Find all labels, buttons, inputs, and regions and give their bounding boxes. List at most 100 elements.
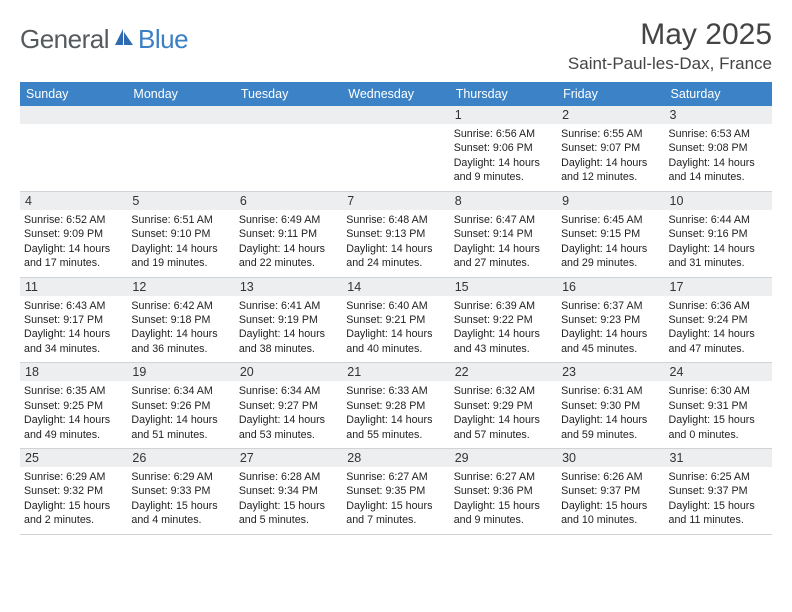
day-number: 31 — [665, 449, 772, 467]
sunset-line: Sunset: 9:27 PM — [239, 399, 338, 413]
sunrise-line: Sunrise: 6:37 AM — [561, 299, 660, 313]
day-number — [342, 106, 449, 124]
day-number: 2 — [557, 106, 664, 124]
sunrise-line: Sunrise: 6:45 AM — [561, 213, 660, 227]
sunset-line: Sunset: 9:29 PM — [454, 399, 553, 413]
calendar-cell: 14Sunrise: 6:40 AMSunset: 9:21 PMDayligh… — [342, 278, 449, 364]
calendar-body: 1 Sunrise: 6:56 AMSunset: 9:06 PM Daylight… — [20, 106, 772, 535]
sunset-line: Sunset: 9:30 PM — [561, 399, 660, 413]
calendar-cell: 15 Sunrise: 6:39 AMSunset: 9:22 PMDayligh… — [450, 278, 557, 364]
sunset-line: Sunset: 9:06 PM — [454, 141, 553, 155]
calendar-cell: 18 Sunrise: 6:35 AMSunset: 9:25 PMDayligh… — [20, 363, 127, 449]
day-info: Sunrise: 6:48 AMSunset: 9:13 PMDaylight:… — [346, 213, 445, 271]
day-info: Sunrise: 6:27 AMSunset: 9:35 PMDaylight:… — [346, 470, 445, 528]
sunrise-line: Sunrise: 6:48 AM — [346, 213, 445, 227]
day-number: 18 — [20, 363, 127, 381]
sunrise-line: Sunrise: 6:29 AM — [131, 470, 230, 484]
day-number: 9 — [557, 192, 664, 210]
day-info: Sunrise: 6:39 AMSunset: 9:22 PMDaylight:… — [454, 299, 553, 357]
day-info: Sunrise: 6:26 AMSunset: 9:37 PMDaylight:… — [561, 470, 660, 528]
daylight-line: Daylight: 14 hours and 59 minutes. — [561, 413, 660, 442]
day-info: Sunrise: 6:53 AMSunset: 9:08 PMDaylight:… — [669, 127, 768, 185]
calendar-cell: 20Sunrise: 6:34 AMSunset: 9:27 PMDayligh… — [235, 363, 342, 449]
day-number: 3 — [665, 106, 772, 124]
sunset-line: Sunset: 9:15 PM — [561, 227, 660, 241]
sunrise-line: Sunrise: 6:51 AM — [131, 213, 230, 227]
day-number: 17 — [665, 278, 772, 296]
sunrise-line: Sunrise: 6:56 AM — [454, 127, 553, 141]
sunrise-line: Sunrise: 6:33 AM — [346, 384, 445, 398]
daylight-line: Daylight: 14 hours and 51 minutes. — [131, 413, 230, 442]
day-number: 16 — [557, 278, 664, 296]
sail-icon — [113, 27, 135, 52]
day-number: 10 — [665, 192, 772, 210]
calendar-cell: 1Sunrise: 6:56 AMSunset: 9:06 PMDaylight… — [450, 106, 557, 192]
sunset-line: Sunset: 9:36 PM — [454, 484, 553, 498]
page-header: General Blue May 2025 Saint-Paul-les-Dax… — [20, 18, 772, 74]
sunset-line: Sunset: 9:26 PM — [131, 399, 230, 413]
day-number: 13 — [235, 278, 342, 296]
daylight-line: Daylight: 15 hours and 9 minutes. — [454, 499, 553, 528]
sunset-line: Sunset: 9:31 PM — [669, 399, 768, 413]
calendar-cell: 2Sunrise: 6:55 AMSunset: 9:07 PMDaylight… — [557, 106, 664, 192]
day-info: Sunrise: 6:25 AMSunset: 9:37 PMDaylight:… — [669, 470, 768, 528]
daylight-line: Daylight: 14 hours and 17 minutes. — [24, 242, 123, 271]
daylight-line: Daylight: 14 hours and 14 minutes. — [669, 156, 768, 185]
day-number: 15 — [450, 278, 557, 296]
day-number: 1 — [450, 106, 557, 124]
day-info: Sunrise: 6:49 AMSunset: 9:11 PMDaylight:… — [239, 213, 338, 271]
sunset-line: Sunset: 9:25 PM — [24, 399, 123, 413]
sunrise-line: Sunrise: 6:47 AM — [454, 213, 553, 227]
sunset-line: Sunset: 9:08 PM — [669, 141, 768, 155]
sunrise-line: Sunrise: 6:35 AM — [24, 384, 123, 398]
calendar-cell: 6Sunrise: 6:49 AMSunset: 9:11 PMDaylight… — [235, 192, 342, 278]
sunset-line: Sunset: 9:35 PM — [346, 484, 445, 498]
title-block: May 2025 Saint-Paul-les-Dax, France — [568, 18, 772, 74]
sunrise-line: Sunrise: 6:29 AM — [24, 470, 123, 484]
calendar-cell: 21Sunrise: 6:33 AMSunset: 9:28 PMDayligh… — [342, 363, 449, 449]
day-number: 24 — [665, 363, 772, 381]
daylight-line: Daylight: 15 hours and 4 minutes. — [131, 499, 230, 528]
calendar-week: 18Sunrise: 6:35 AMSunset: 9:25 PMDayligh… — [20, 363, 772, 449]
sunset-line: Sunset: 9:22 PM — [454, 313, 553, 327]
weekday-col: Sunday — [20, 82, 127, 106]
weekday-col: Saturday — [665, 82, 772, 106]
sunrise-line: Sunrise: 6:43 AM — [24, 299, 123, 313]
sunset-line: Sunset: 9:14 PM — [454, 227, 553, 241]
day-info: Sunrise: 6:34 AMSunset: 9:26 PMDaylight:… — [131, 384, 230, 442]
day-info: Sunrise: 6:51 AMSunset: 9:10 PMDaylight:… — [131, 213, 230, 271]
sunset-line: Sunset: 9:18 PM — [131, 313, 230, 327]
daylight-line: Daylight: 14 hours and 34 minutes. — [24, 327, 123, 356]
calendar-cell: 25Sunrise: 6:29 AMSunset: 9:32 PMDayligh… — [20, 449, 127, 535]
day-number — [235, 106, 342, 124]
calendar-page: General Blue May 2025 Saint-Paul-les-Dax… — [0, 0, 792, 545]
day-info: Sunrise: 6:52 AMSunset: 9:09 PMDaylight:… — [24, 213, 123, 271]
sunset-line: Sunset: 9:33 PM — [131, 484, 230, 498]
daylight-line: Daylight: 14 hours and 36 minutes. — [131, 327, 230, 356]
calendar-cell: 19Sunrise: 6:34 AMSunset: 9:26 PMDayligh… — [127, 363, 234, 449]
daylight-line: Daylight: 14 hours and 49 minutes. — [24, 413, 123, 442]
sunrise-line: Sunrise: 6:27 AM — [454, 470, 553, 484]
calendar-cell: 24Sunrise: 6:30 AMSunset: 9:31 PMDayligh… — [665, 363, 772, 449]
day-number: 12 — [127, 278, 234, 296]
sunset-line: Sunset: 9:17 PM — [24, 313, 123, 327]
daylight-line: Daylight: 14 hours and 57 minutes. — [454, 413, 553, 442]
daylight-line: Daylight: 15 hours and 10 minutes. — [561, 499, 660, 528]
day-number: 29 — [450, 449, 557, 467]
daylight-line: Daylight: 14 hours and 40 minutes. — [346, 327, 445, 356]
calendar-cell: 8Sunrise: 6:47 AMSunset: 9:14 PMDaylight… — [450, 192, 557, 278]
sunrise-line: Sunrise: 6:31 AM — [561, 384, 660, 398]
sunrise-line: Sunrise: 6:32 AM — [454, 384, 553, 398]
calendar-week: 11Sunrise: 6:43 AMSunset: 9:17 PMDayligh… — [20, 278, 772, 364]
day-info: Sunrise: 6:33 AMSunset: 9:28 PMDaylight:… — [346, 384, 445, 442]
calendar-cell: 27Sunrise: 6:28 AMSunset: 9:34 PMDayligh… — [235, 449, 342, 535]
sunset-line: Sunset: 9:09 PM — [24, 227, 123, 241]
sunrise-line: Sunrise: 6:27 AM — [346, 470, 445, 484]
sunset-line: Sunset: 9:11 PM — [239, 227, 338, 241]
daylight-line: Daylight: 15 hours and 11 minutes. — [669, 499, 768, 528]
sunrise-line: Sunrise: 6:40 AM — [346, 299, 445, 313]
sunrise-line: Sunrise: 6:26 AM — [561, 470, 660, 484]
sunrise-line: Sunrise: 6:34 AM — [131, 384, 230, 398]
sunrise-line: Sunrise: 6:25 AM — [669, 470, 768, 484]
calendar-cell: 23Sunrise: 6:31 AMSunset: 9:30 PMDayligh… — [557, 363, 664, 449]
